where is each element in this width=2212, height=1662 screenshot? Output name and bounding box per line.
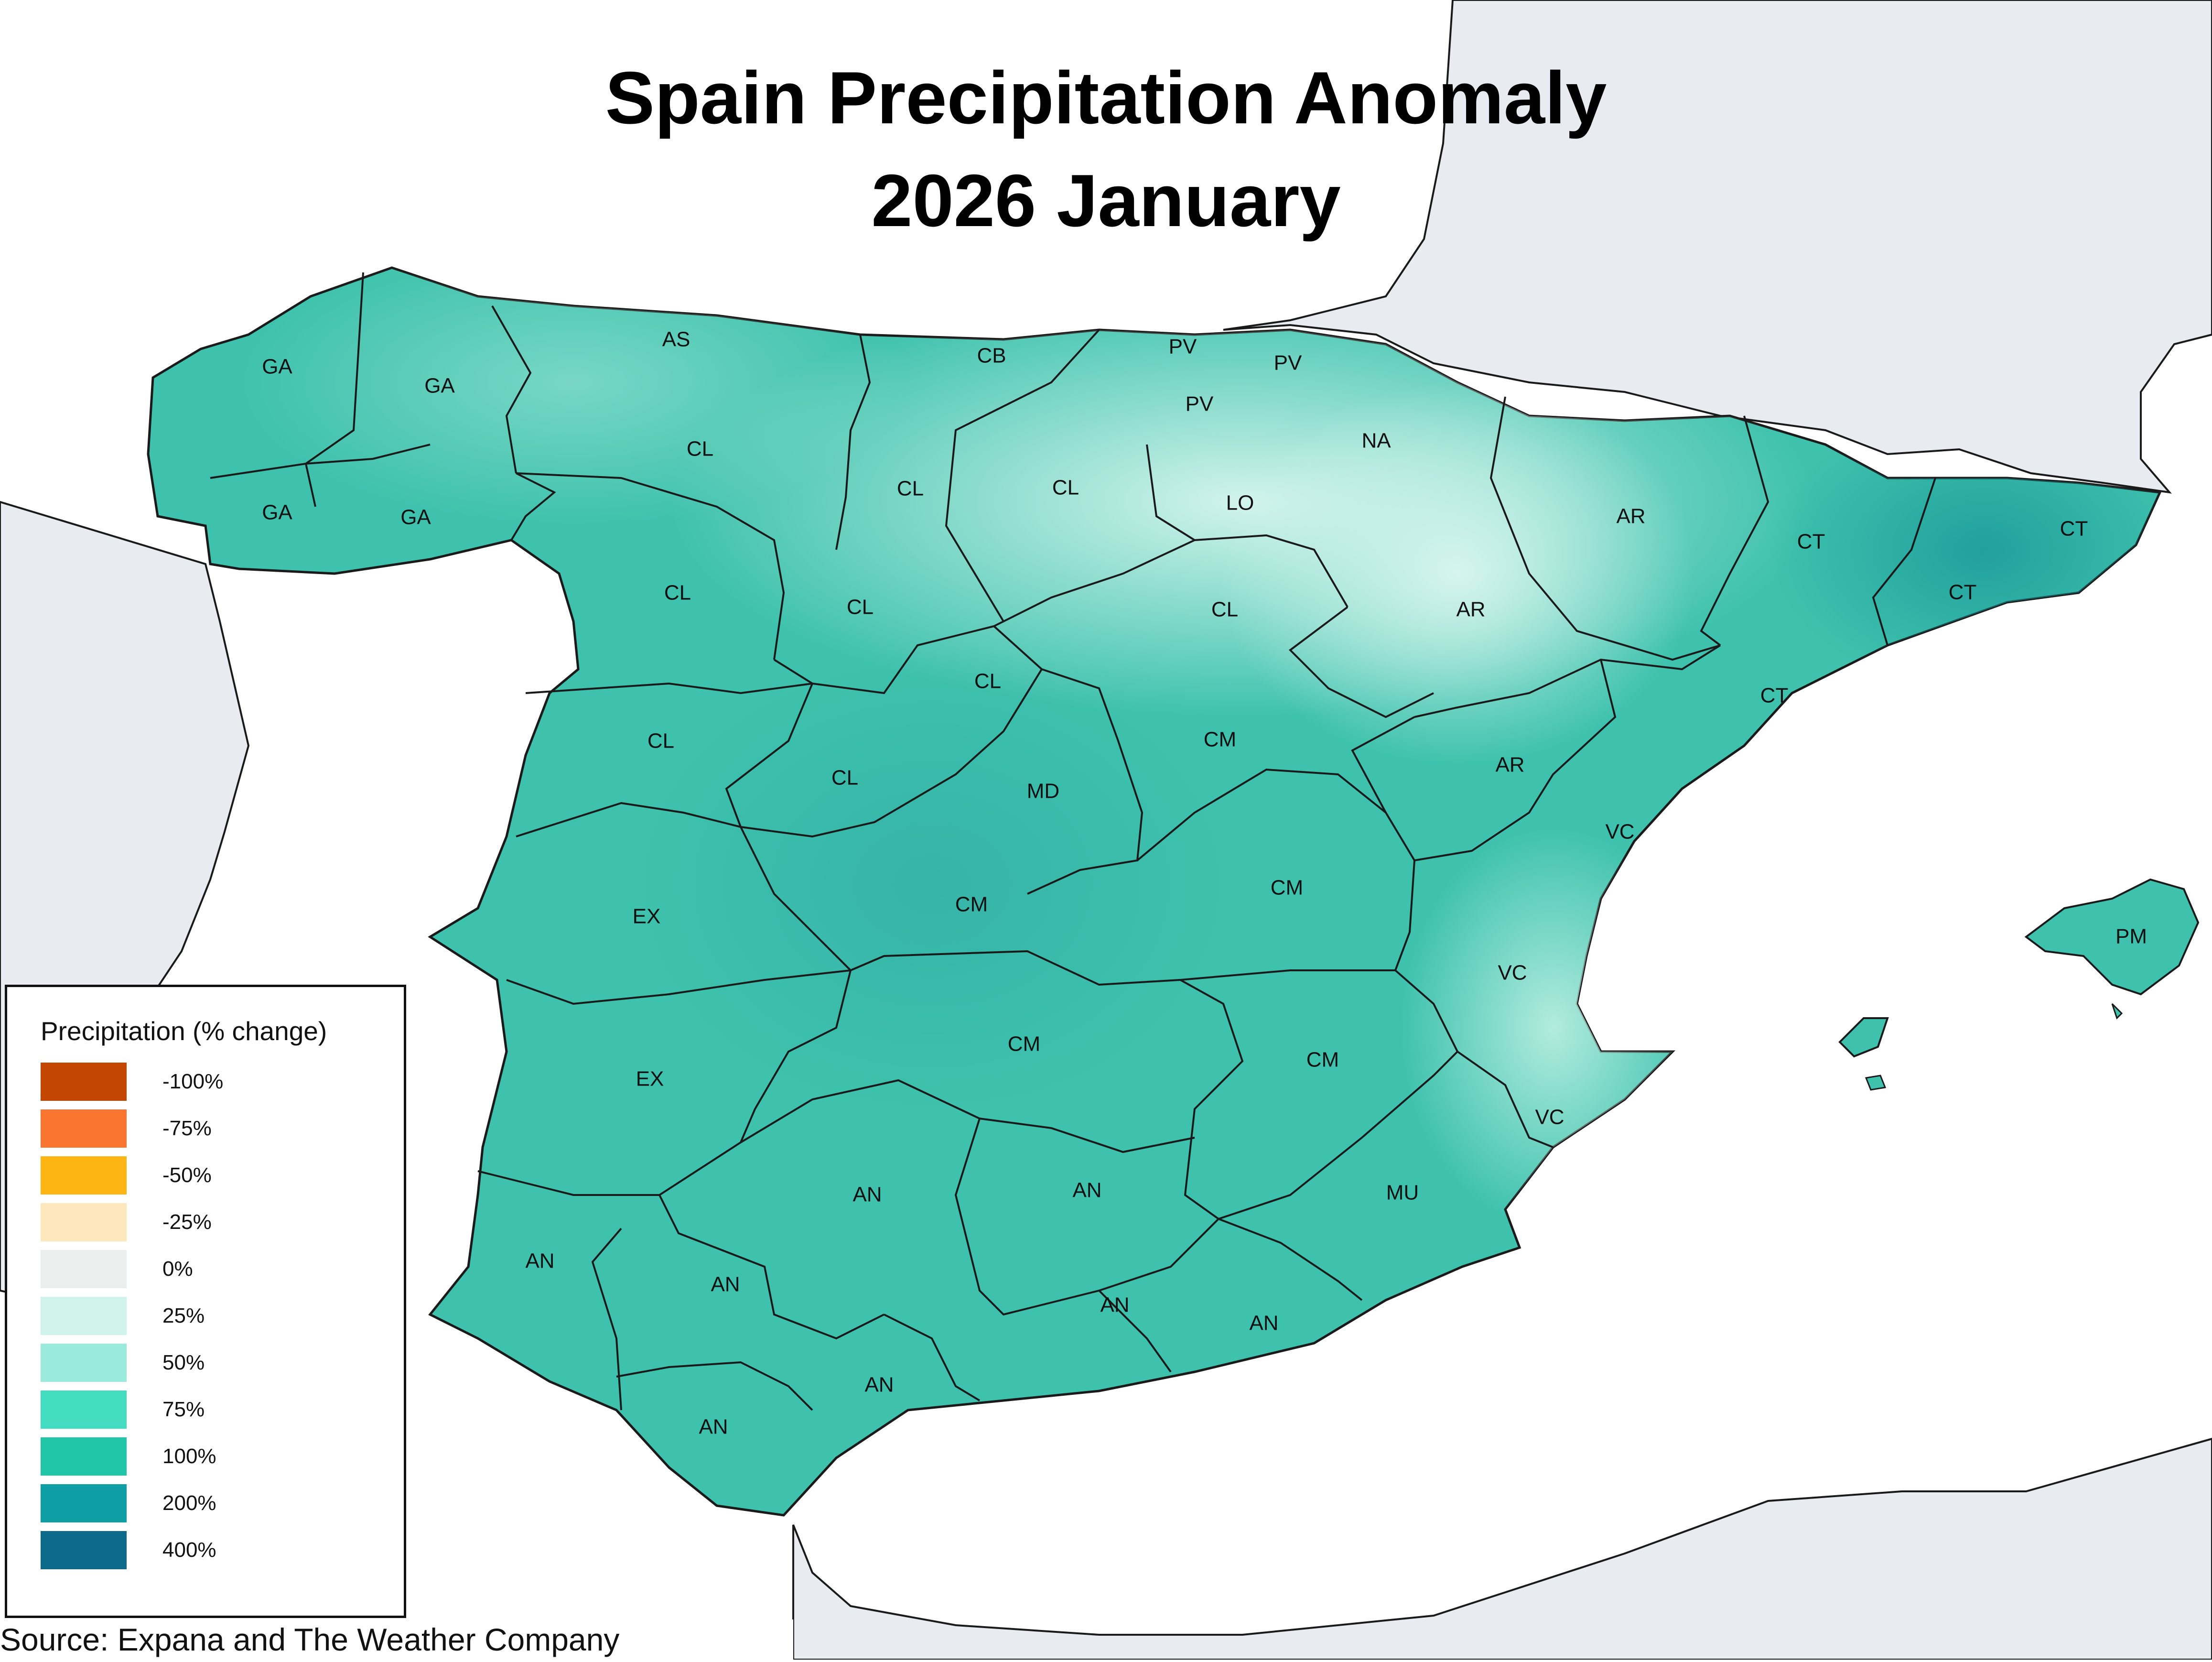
region-label-ct: CT (1760, 684, 1789, 707)
map-subtitle: 2026 January (871, 159, 1341, 242)
region-label-ga: GA (400, 506, 431, 529)
legend-item: 0% (41, 1250, 375, 1288)
region-label-an: AN (1100, 1293, 1129, 1317)
legend-label: -25% (162, 1210, 212, 1234)
region-label-lo: LO (1226, 491, 1254, 515)
source-note: Source: Expana and The Weather Company (0, 1619, 793, 1660)
legend-swatch (41, 1484, 127, 1522)
region-label-cl: CL (974, 670, 1001, 693)
legend-item: -100% (41, 1063, 375, 1101)
region-label-cm: CM (1271, 876, 1303, 900)
legend-swatch (41, 1531, 127, 1569)
region-label-cl: CL (1052, 476, 1079, 500)
region-label-cl: CL (664, 581, 691, 605)
region-label-cl: CL (831, 766, 858, 790)
region-label-ga: GA (262, 355, 292, 379)
region-label-as: AS (662, 328, 691, 351)
region-labels: GA GA GA GA AS CB PV PV PV NA LO CL CL CL CL CL CL CL CL CL… (262, 328, 2147, 1439)
region-label-ga: GA (262, 501, 292, 524)
region-label-cl: CL (647, 729, 674, 753)
region-label-pv: PV (1274, 351, 1302, 375)
legend-label: -75% (162, 1117, 212, 1140)
mallorca-island (2024, 878, 2200, 996)
ibiza-island (1838, 1017, 1889, 1058)
legend-label: 100% (162, 1445, 216, 1468)
region-label-an: AN (699, 1415, 728, 1439)
region-label-ct: CT (1797, 530, 1825, 554)
region-label-cm: CM (1306, 1048, 1339, 1072)
legend-swatch (41, 1250, 127, 1288)
legend-swatch (41, 1156, 127, 1195)
region-label-na: NA (1361, 429, 1391, 453)
formentera-island (1865, 1075, 1887, 1091)
legend-item: -25% (41, 1203, 375, 1241)
province-boundaries (210, 272, 1936, 1411)
morocco-land (792, 1437, 2212, 1661)
region-label-an: AN (852, 1183, 882, 1206)
legend-swatch (41, 1437, 127, 1476)
region-label-cl: CL (687, 437, 713, 461)
region-label-cl: CL (897, 477, 924, 500)
region-label-cm: CM (955, 893, 988, 916)
region-label-ar: AR (1616, 505, 1645, 528)
legend-swatch (41, 1390, 127, 1429)
region-label-ct: CT (2060, 517, 2088, 541)
region-label-an: AN (1072, 1179, 1101, 1202)
central-high-anomaly-shade (621, 645, 1242, 1123)
legend-item: 200% (41, 1484, 375, 1522)
region-label-ga: GA (424, 374, 455, 398)
region-label-cm: CM (1008, 1032, 1040, 1056)
region-label-an: AN (711, 1273, 740, 1296)
region-label-an: AN (525, 1249, 554, 1273)
legend-item: 400% (41, 1531, 375, 1569)
region-label-an: AN (1249, 1312, 1278, 1335)
legend-swatch (41, 1344, 127, 1382)
legend-swatch (41, 1063, 127, 1101)
menorca-island (2111, 1003, 2123, 1020)
legend-label: 0% (162, 1257, 193, 1281)
legend-item: -50% (41, 1156, 375, 1195)
legend-label: -50% (162, 1163, 212, 1187)
france-land (1223, 0, 2212, 494)
region-label-cb: CB (977, 344, 1006, 368)
legend-label: 50% (162, 1351, 205, 1374)
legend-item: 75% (41, 1390, 375, 1429)
region-label-pv: PV (1186, 392, 1214, 416)
region-label-ex: EX (633, 905, 661, 928)
legend-swatch (41, 1203, 127, 1241)
region-label-vc: VC (1605, 820, 1634, 844)
legend-label: 200% (162, 1491, 216, 1515)
legend-item: 25% (41, 1297, 375, 1335)
legend: Precipitation (% change) -100% -75% -50% -2… (5, 985, 406, 1618)
legend-label: 75% (162, 1398, 205, 1421)
region-label-vc: VC (1535, 1106, 1564, 1129)
legend-swatch (41, 1297, 127, 1335)
region-label-ar: AR (1456, 598, 1485, 621)
legend-swatch (41, 1109, 127, 1148)
west-mid-anomaly-shade (239, 268, 908, 526)
legend-label: 25% (162, 1304, 205, 1327)
region-label-md: MD (1027, 780, 1059, 803)
region-label-cl: CL (847, 596, 874, 619)
region-label-an: AN (864, 1373, 894, 1397)
map-title: Spain Precipitation Anomaly (605, 56, 1607, 139)
region-label-cl: CL (1211, 598, 1238, 621)
region-label-mu: MU (1386, 1181, 1419, 1205)
legend-item: 50% (41, 1344, 375, 1382)
region-label-ct: CT (1949, 581, 1977, 604)
legend-label: -100% (162, 1070, 224, 1093)
region-label-pm: PM (2115, 925, 2147, 948)
legend-item: 100% (41, 1437, 375, 1476)
legend-item: -75% (41, 1109, 375, 1148)
region-label-pv: PV (1169, 335, 1197, 358)
ne-low-anomaly-shade (1219, 382, 1696, 765)
region-label-ar: AR (1495, 753, 1524, 777)
legend-title: Precipitation (% change) (41, 1016, 327, 1046)
legend-label: 400% (162, 1538, 216, 1562)
region-label-cm: CM (1204, 728, 1236, 751)
region-label-ex: EX (636, 1067, 664, 1091)
region-label-vc: VC (1498, 961, 1527, 985)
